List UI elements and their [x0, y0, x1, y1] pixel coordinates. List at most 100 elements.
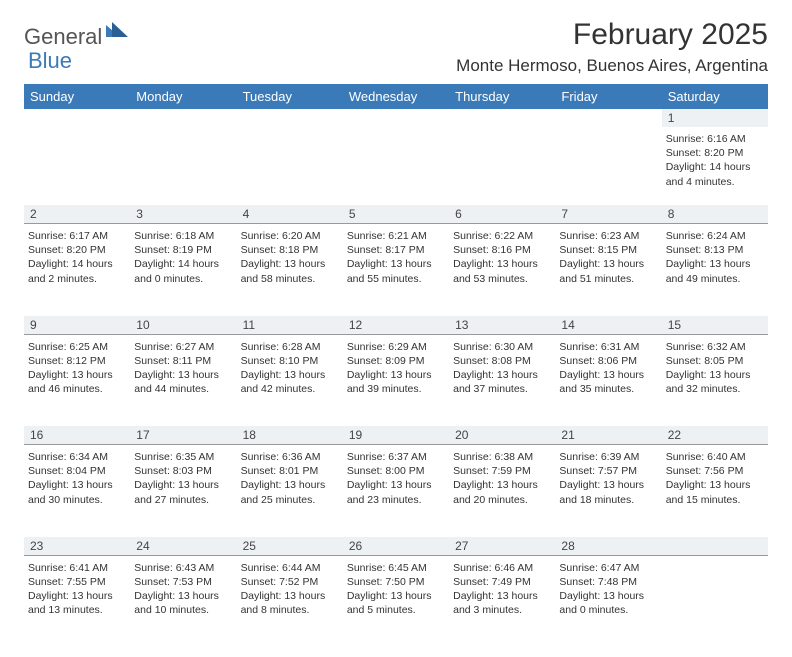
week-row: Sunrise: 6:17 AMSunset: 8:20 PMDaylight:…	[24, 224, 768, 316]
day-details: Sunrise: 6:27 AMSunset: 8:11 PMDaylight:…	[134, 338, 232, 397]
dayhead-mon: Monday	[130, 84, 236, 109]
day-details: Sunrise: 6:29 AMSunset: 8:09 PMDaylight:…	[347, 338, 445, 397]
day-number-cell: 17	[130, 426, 236, 445]
day-details: Sunrise: 6:21 AMSunset: 8:17 PMDaylight:…	[347, 227, 445, 286]
day-details: Sunrise: 6:43 AMSunset: 7:53 PMDaylight:…	[134, 559, 232, 618]
day-detail-cell: Sunrise: 6:45 AMSunset: 7:50 PMDaylight:…	[343, 555, 449, 647]
day-number-cell: 9	[24, 316, 130, 335]
day-details: Sunrise: 6:20 AMSunset: 8:18 PMDaylight:…	[241, 227, 339, 286]
day-detail-cell: Sunrise: 6:23 AMSunset: 8:15 PMDaylight:…	[555, 224, 661, 316]
daynum-row: 16171819202122	[24, 426, 768, 445]
day-details: Sunrise: 6:18 AMSunset: 8:19 PMDaylight:…	[134, 227, 232, 286]
day-detail-cell: Sunrise: 6:47 AMSunset: 7:48 PMDaylight:…	[555, 555, 661, 647]
day-number-cell	[237, 109, 343, 127]
day-details: Sunrise: 6:16 AMSunset: 8:20 PMDaylight:…	[666, 130, 764, 189]
day-number-cell: 26	[343, 537, 449, 556]
day-details: Sunrise: 6:36 AMSunset: 8:01 PMDaylight:…	[241, 448, 339, 507]
day-number-cell: 12	[343, 316, 449, 335]
day-header-row: Sunday Monday Tuesday Wednesday Thursday…	[24, 84, 768, 109]
day-number-cell: 20	[449, 426, 555, 445]
day-details: Sunrise: 6:25 AMSunset: 8:12 PMDaylight:…	[28, 338, 126, 397]
day-number-cell: 6	[449, 205, 555, 224]
week-row: Sunrise: 6:16 AMSunset: 8:20 PMDaylight:…	[24, 127, 768, 205]
day-detail-cell: Sunrise: 6:25 AMSunset: 8:12 PMDaylight:…	[24, 334, 130, 426]
daynum-row: 9101112131415	[24, 316, 768, 335]
day-number-cell: 27	[449, 537, 555, 556]
day-detail-cell: Sunrise: 6:43 AMSunset: 7:53 PMDaylight:…	[130, 555, 236, 647]
day-number-cell: 7	[555, 205, 661, 224]
day-number-cell: 5	[343, 205, 449, 224]
dayhead-thu: Thursday	[449, 84, 555, 109]
day-detail-cell	[449, 127, 555, 205]
day-detail-cell	[130, 127, 236, 205]
day-number-cell: 4	[237, 205, 343, 224]
week-row: Sunrise: 6:41 AMSunset: 7:55 PMDaylight:…	[24, 555, 768, 647]
day-detail-cell: Sunrise: 6:27 AMSunset: 8:11 PMDaylight:…	[130, 334, 236, 426]
day-detail-cell	[662, 555, 768, 647]
day-details: Sunrise: 6:34 AMSunset: 8:04 PMDaylight:…	[28, 448, 126, 507]
day-detail-cell	[24, 127, 130, 205]
day-number-cell: 19	[343, 426, 449, 445]
day-detail-cell: Sunrise: 6:22 AMSunset: 8:16 PMDaylight:…	[449, 224, 555, 316]
daynum-row: 1	[24, 109, 768, 127]
day-detail-cell: Sunrise: 6:34 AMSunset: 8:04 PMDaylight:…	[24, 445, 130, 537]
day-number-cell	[449, 109, 555, 127]
daynum-row: 232425262728	[24, 537, 768, 556]
day-number-cell	[555, 109, 661, 127]
day-detail-cell: Sunrise: 6:24 AMSunset: 8:13 PMDaylight:…	[662, 224, 768, 316]
dayhead-sat: Saturday	[662, 84, 768, 109]
day-number-cell: 18	[237, 426, 343, 445]
day-number-cell	[662, 537, 768, 556]
day-detail-cell: Sunrise: 6:39 AMSunset: 7:57 PMDaylight:…	[555, 445, 661, 537]
day-details: Sunrise: 6:32 AMSunset: 8:05 PMDaylight:…	[666, 338, 764, 397]
week-row: Sunrise: 6:34 AMSunset: 8:04 PMDaylight:…	[24, 445, 768, 537]
day-number-cell: 1	[662, 109, 768, 127]
day-number-cell: 24	[130, 537, 236, 556]
day-details: Sunrise: 6:24 AMSunset: 8:13 PMDaylight:…	[666, 227, 764, 286]
day-details: Sunrise: 6:41 AMSunset: 7:55 PMDaylight:…	[28, 559, 126, 618]
day-detail-cell	[555, 127, 661, 205]
dayhead-sun: Sunday	[24, 84, 130, 109]
day-detail-cell: Sunrise: 6:20 AMSunset: 8:18 PMDaylight:…	[237, 224, 343, 316]
day-details: Sunrise: 6:40 AMSunset: 7:56 PMDaylight:…	[666, 448, 764, 507]
logo-text-general: General	[24, 24, 102, 50]
dayhead-fri: Friday	[555, 84, 661, 109]
day-number-cell: 25	[237, 537, 343, 556]
dayhead-wed: Wednesday	[343, 84, 449, 109]
day-detail-cell	[343, 127, 449, 205]
day-details: Sunrise: 6:28 AMSunset: 8:10 PMDaylight:…	[241, 338, 339, 397]
week-row: Sunrise: 6:25 AMSunset: 8:12 PMDaylight:…	[24, 334, 768, 426]
day-detail-cell: Sunrise: 6:41 AMSunset: 7:55 PMDaylight:…	[24, 555, 130, 647]
day-detail-cell: Sunrise: 6:16 AMSunset: 8:20 PMDaylight:…	[662, 127, 768, 205]
day-number-cell: 13	[449, 316, 555, 335]
day-details: Sunrise: 6:35 AMSunset: 8:03 PMDaylight:…	[134, 448, 232, 507]
month-title: February 2025	[456, 18, 768, 52]
day-detail-cell: Sunrise: 6:44 AMSunset: 7:52 PMDaylight:…	[237, 555, 343, 647]
day-details: Sunrise: 6:37 AMSunset: 8:00 PMDaylight:…	[347, 448, 445, 507]
day-number-cell: 16	[24, 426, 130, 445]
day-detail-cell: Sunrise: 6:35 AMSunset: 8:03 PMDaylight:…	[130, 445, 236, 537]
day-detail-cell: Sunrise: 6:28 AMSunset: 8:10 PMDaylight:…	[237, 334, 343, 426]
day-detail-cell: Sunrise: 6:36 AMSunset: 8:01 PMDaylight:…	[237, 445, 343, 537]
calendar-page: General February 2025 Monte Hermoso, Bue…	[0, 0, 792, 657]
day-detail-cell: Sunrise: 6:40 AMSunset: 7:56 PMDaylight:…	[662, 445, 768, 537]
day-number-cell	[130, 109, 236, 127]
day-details: Sunrise: 6:38 AMSunset: 7:59 PMDaylight:…	[453, 448, 551, 507]
day-details: Sunrise: 6:31 AMSunset: 8:06 PMDaylight:…	[559, 338, 657, 397]
day-details: Sunrise: 6:23 AMSunset: 8:15 PMDaylight:…	[559, 227, 657, 286]
dayhead-tue: Tuesday	[237, 84, 343, 109]
day-detail-cell: Sunrise: 6:17 AMSunset: 8:20 PMDaylight:…	[24, 224, 130, 316]
day-details: Sunrise: 6:30 AMSunset: 8:08 PMDaylight:…	[453, 338, 551, 397]
calendar-table: Sunday Monday Tuesday Wednesday Thursday…	[24, 84, 768, 647]
day-details: Sunrise: 6:17 AMSunset: 8:20 PMDaylight:…	[28, 227, 126, 286]
day-number-cell: 22	[662, 426, 768, 445]
day-detail-cell: Sunrise: 6:21 AMSunset: 8:17 PMDaylight:…	[343, 224, 449, 316]
day-number-cell: 11	[237, 316, 343, 335]
day-number-cell	[24, 109, 130, 127]
logo-text-blue: Blue	[28, 48, 72, 73]
day-detail-cell	[237, 127, 343, 205]
day-number-cell: 21	[555, 426, 661, 445]
day-detail-cell: Sunrise: 6:37 AMSunset: 8:00 PMDaylight:…	[343, 445, 449, 537]
day-details: Sunrise: 6:45 AMSunset: 7:50 PMDaylight:…	[347, 559, 445, 618]
day-number-cell: 2	[24, 205, 130, 224]
